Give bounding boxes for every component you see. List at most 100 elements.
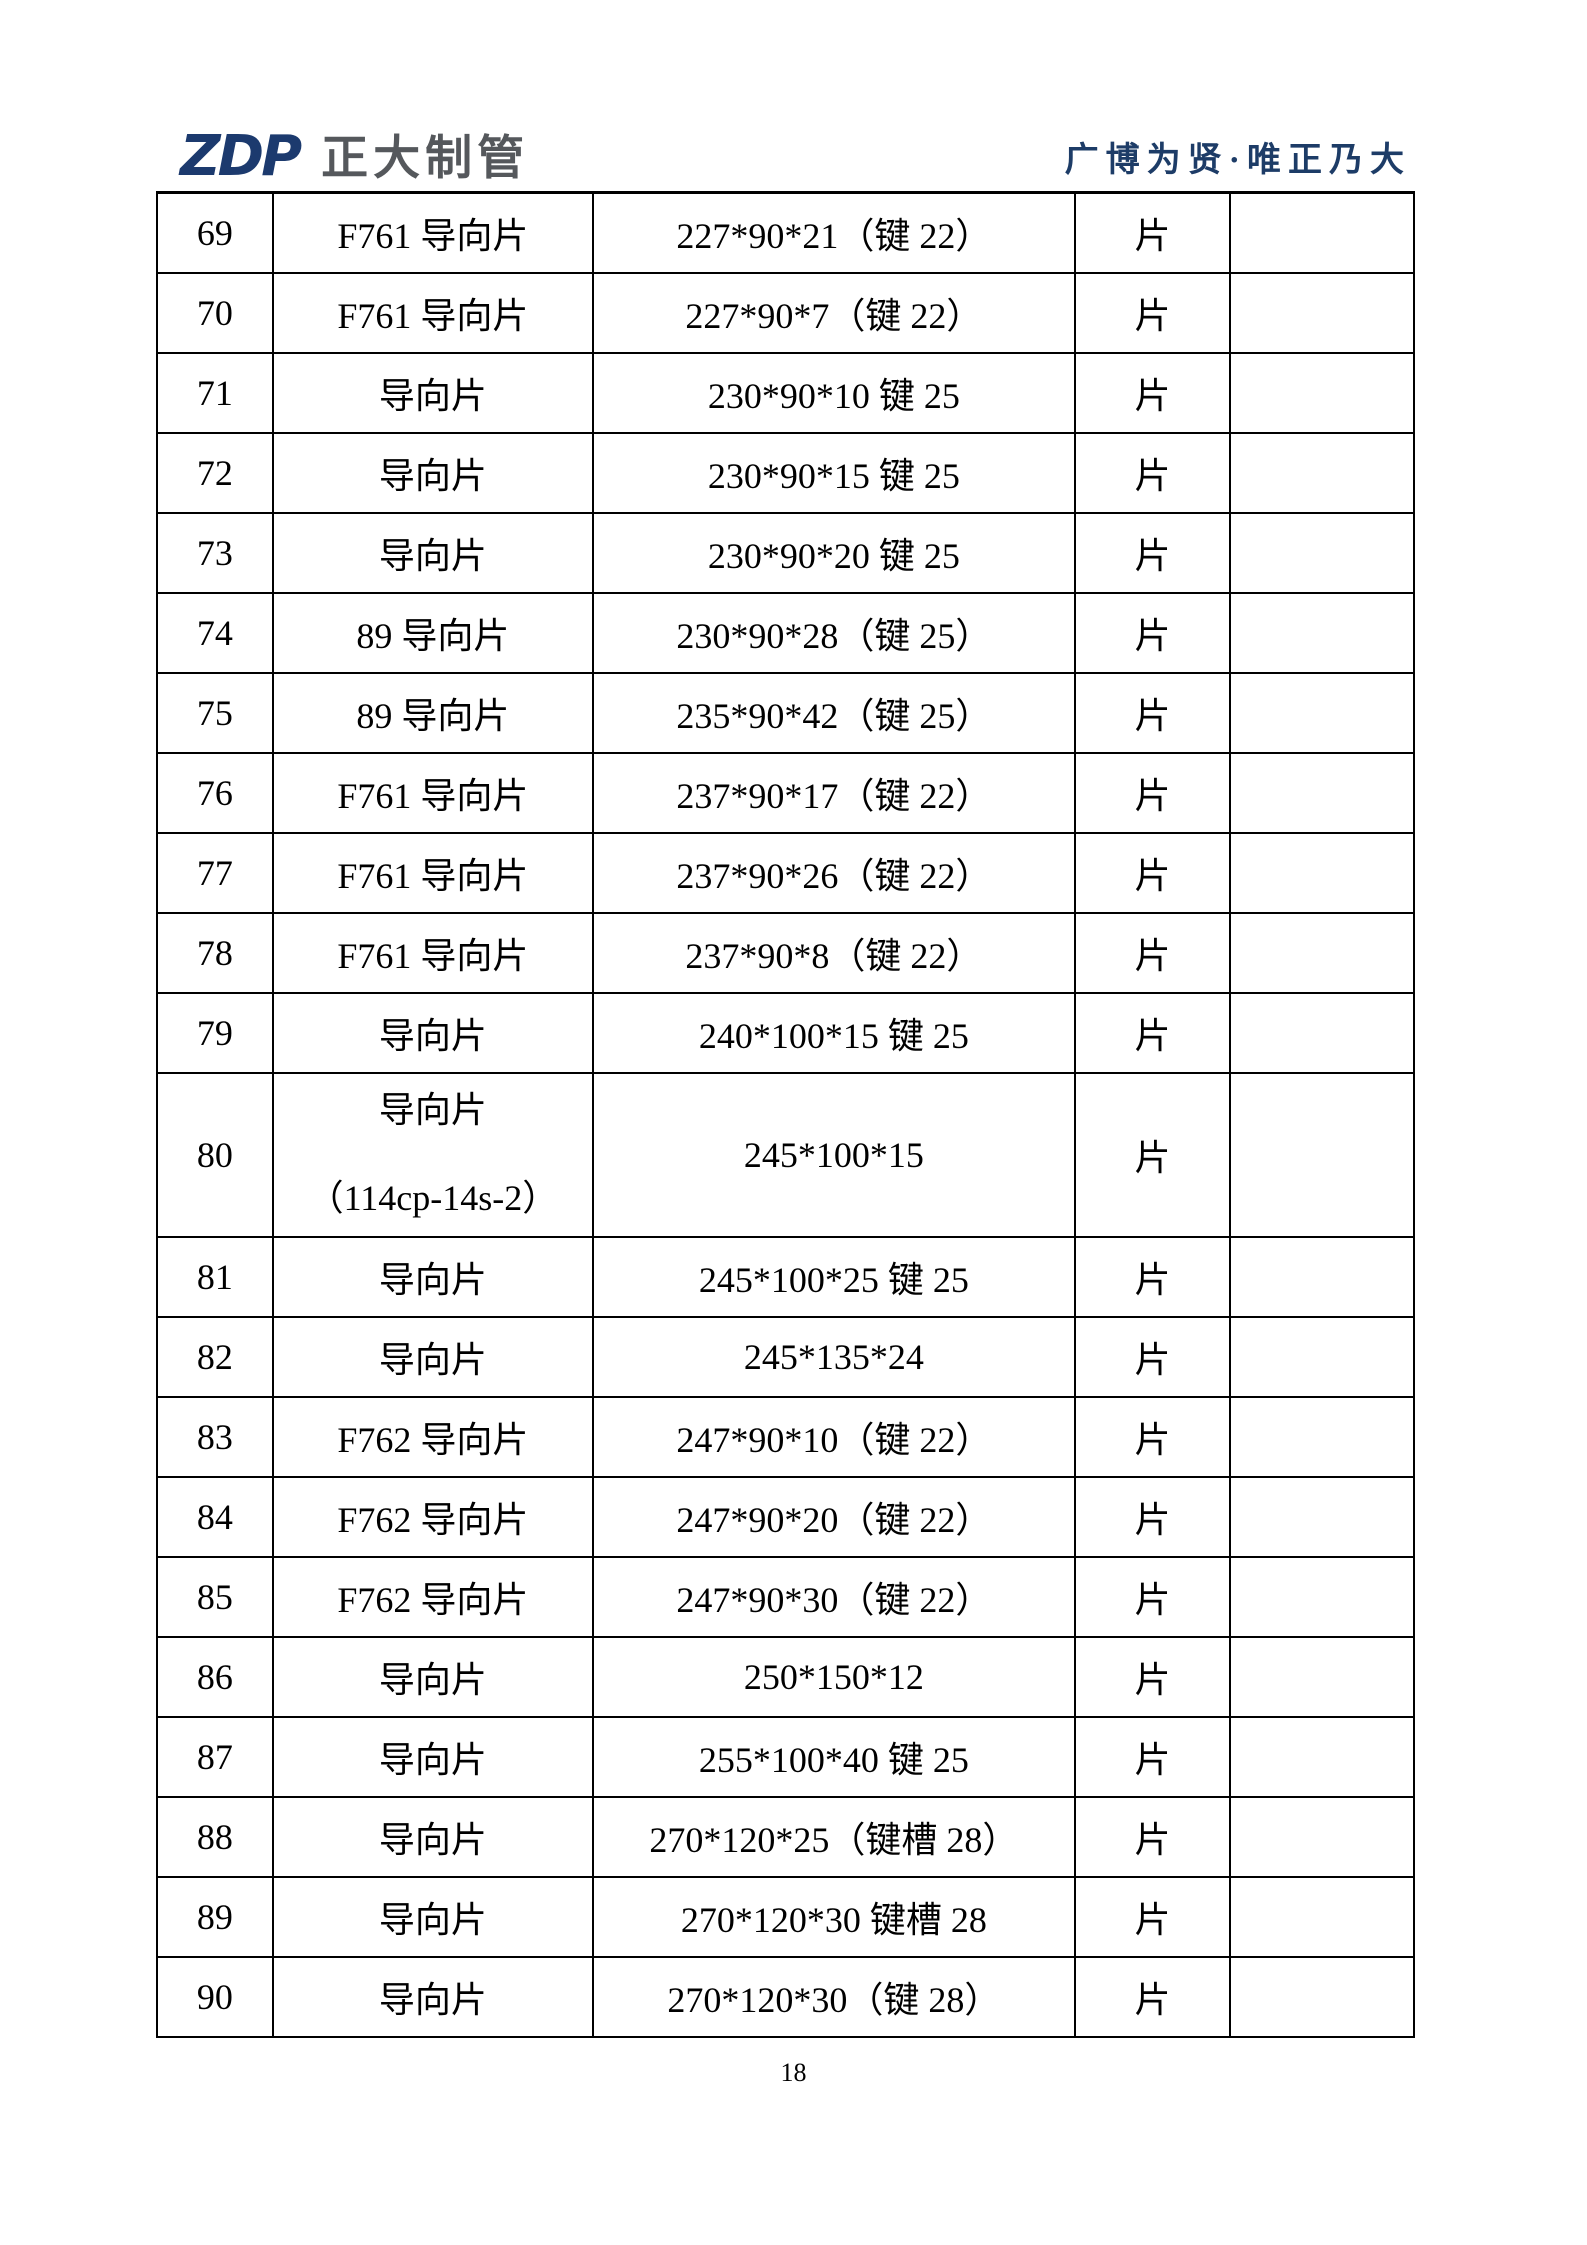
part-name-cell: 导向片: [271, 1235, 595, 1318]
unit-cell: 片: [1073, 1315, 1232, 1398]
row-number-cell: 90: [156, 1955, 274, 2038]
spec-cell: 230*90*10 键 25: [592, 351, 1076, 434]
row-number-cell: 73: [156, 511, 274, 594]
quantity-cell: [1229, 1475, 1415, 1558]
unit-cell: 片: [1073, 1875, 1232, 1958]
row-number-cell: 76: [156, 751, 274, 834]
unit-cell: 片: [1073, 591, 1232, 674]
row-number-cell: 87: [156, 1715, 274, 1798]
logo-zdp-text: ZDP: [180, 124, 302, 190]
row-number-cell: 72: [156, 431, 274, 514]
table-row: 80 导向片 （114cp-14s-2） 245*100*15 片: [156, 1071, 1415, 1238]
parts-table-body: 69 F761 导向片 227*90*21（键 22）片 70 F761 导向片 227*…: [156, 191, 1415, 2038]
spec-cell: 237*90*26（键 22）: [592, 831, 1076, 914]
part-name-cell: 导向片: [271, 1795, 595, 1878]
spec-cell: 270*120*25（键槽 28）: [592, 1795, 1076, 1878]
unit-cell: 片: [1073, 1395, 1232, 1478]
quantity-cell: [1229, 1235, 1415, 1318]
page-number: 18: [780, 2058, 807, 2087]
part-name-cell: F761 导向片: [271, 911, 595, 994]
unit-cell: 片: [1073, 671, 1232, 754]
row-number-cell: 75: [156, 671, 274, 754]
table-row: 83 F762 导向片 247*90*10（键 22）片: [156, 1395, 1415, 1478]
page-footer: 18: [0, 2058, 1587, 2088]
spec-cell: 247*90*20（键 22）: [592, 1475, 1076, 1558]
quantity-cell: [1229, 751, 1415, 834]
quantity-cell: [1229, 351, 1415, 434]
part-name-cell: 导向片: [271, 1955, 595, 2038]
unit-cell: 片: [1073, 831, 1232, 914]
row-number-cell: 78: [156, 911, 274, 994]
row-number-cell: 85: [156, 1555, 274, 1638]
company-motto: 广博为贤·唯正乃大: [1064, 142, 1411, 179]
quantity-cell: [1229, 1071, 1415, 1238]
quantity-cell: [1229, 1315, 1415, 1398]
spec-cell: 245*100*15: [592, 1071, 1076, 1238]
row-number-cell: 71: [156, 351, 274, 434]
logo-company-name: 正大制管: [321, 130, 530, 186]
table-row: 87 导向片 255*100*40 键 25 片: [156, 1715, 1415, 1798]
spec-cell: 230*90*28（键 25）: [592, 591, 1076, 674]
quantity-cell: [1229, 1395, 1415, 1478]
table-row: 88 导向片 270*120*25（键槽 28）片: [156, 1795, 1415, 1878]
part-name-line2: （114cp-14s-2）: [307, 1177, 559, 1218]
quantity-cell: [1229, 911, 1415, 994]
quantity-cell: [1229, 1715, 1415, 1798]
quantity-cell: [1229, 831, 1415, 914]
part-name-cell: F761 导向片: [271, 831, 595, 914]
part-name-cell: 导向片: [271, 1635, 595, 1718]
unit-cell: 片: [1073, 431, 1232, 514]
row-number-cell: 86: [156, 1635, 274, 1718]
table-row: 77 F761 导向片 237*90*26（键 22）片: [156, 831, 1415, 914]
row-number-cell: 84: [156, 1475, 274, 1558]
table-row: 89 导向片 270*120*30 键槽 28 片: [156, 1875, 1415, 1958]
part-name-cell: 导向片: [271, 1315, 595, 1398]
table-row: 82 导向片 245*135*24 片: [156, 1315, 1415, 1398]
unit-cell: 片: [1073, 911, 1232, 994]
part-name-cell: 导向片: [271, 1715, 595, 1798]
unit-cell: 片: [1073, 751, 1232, 834]
part-name-cell: F761 导向片: [271, 191, 595, 274]
row-number-cell: 81: [156, 1235, 274, 1318]
part-name-cell: 导向片: [271, 511, 595, 594]
part-name-line1: 导向片: [378, 1089, 487, 1130]
table-row: 84 F762 导向片 247*90*20（键 22）片: [156, 1475, 1415, 1558]
quantity-cell: [1229, 671, 1415, 754]
table-row: 73 导向片 230*90*20 键 25 片: [156, 511, 1415, 594]
table-row: 90 导向片 270*120*30（键 28）片: [156, 1955, 1415, 2038]
quantity-cell: [1229, 271, 1415, 354]
row-number-cell: 89: [156, 1875, 274, 1958]
part-name-cell: 导向片: [271, 1875, 595, 1958]
company-logo: ZDP 正大制管: [180, 124, 530, 190]
quantity-cell: [1229, 511, 1415, 594]
table-row: 86 导向片 250*150*12 片: [156, 1635, 1415, 1718]
unit-cell: 片: [1073, 1071, 1232, 1238]
row-number-cell: 80: [156, 1071, 274, 1238]
part-name-cell: 导向片: [271, 431, 595, 514]
unit-cell: 片: [1073, 1555, 1232, 1638]
spec-cell: 237*90*17（键 22）: [592, 751, 1076, 834]
unit-cell: 片: [1073, 1715, 1232, 1798]
unit-cell: 片: [1073, 991, 1232, 1074]
spec-cell: 245*100*25 键 25: [592, 1235, 1076, 1318]
table-row: 70 F761 导向片 227*90*7（键 22）片: [156, 271, 1415, 354]
page-header: ZDP 正大制管 广博为贤·唯正乃大: [156, 116, 1411, 190]
row-number-cell: 82: [156, 1315, 274, 1398]
quantity-cell: [1229, 591, 1415, 674]
quantity-cell: [1229, 1955, 1415, 2038]
unit-cell: 片: [1073, 1475, 1232, 1558]
quantity-cell: [1229, 191, 1415, 274]
unit-cell: 片: [1073, 1795, 1232, 1878]
part-name-cell: 89 导向片: [271, 591, 595, 674]
table-row: 71 导向片 230*90*10 键 25 片: [156, 351, 1415, 434]
parts-table: 69 F761 导向片 227*90*21（键 22）片 70 F761 导向片 227*…: [156, 191, 1415, 2038]
row-number-cell: 79: [156, 991, 274, 1074]
spec-cell: 270*120*30（键 28）: [592, 1955, 1076, 2038]
quantity-cell: [1229, 1635, 1415, 1718]
table-row: 81 导向片 245*100*25 键 25 片: [156, 1235, 1415, 1318]
row-number-cell: 83: [156, 1395, 274, 1478]
table-row: 75 89 导向片 235*90*42（键 25）片: [156, 671, 1415, 754]
spec-cell: 240*100*15 键 25: [592, 991, 1076, 1074]
spec-cell: 255*100*40 键 25: [592, 1715, 1076, 1798]
